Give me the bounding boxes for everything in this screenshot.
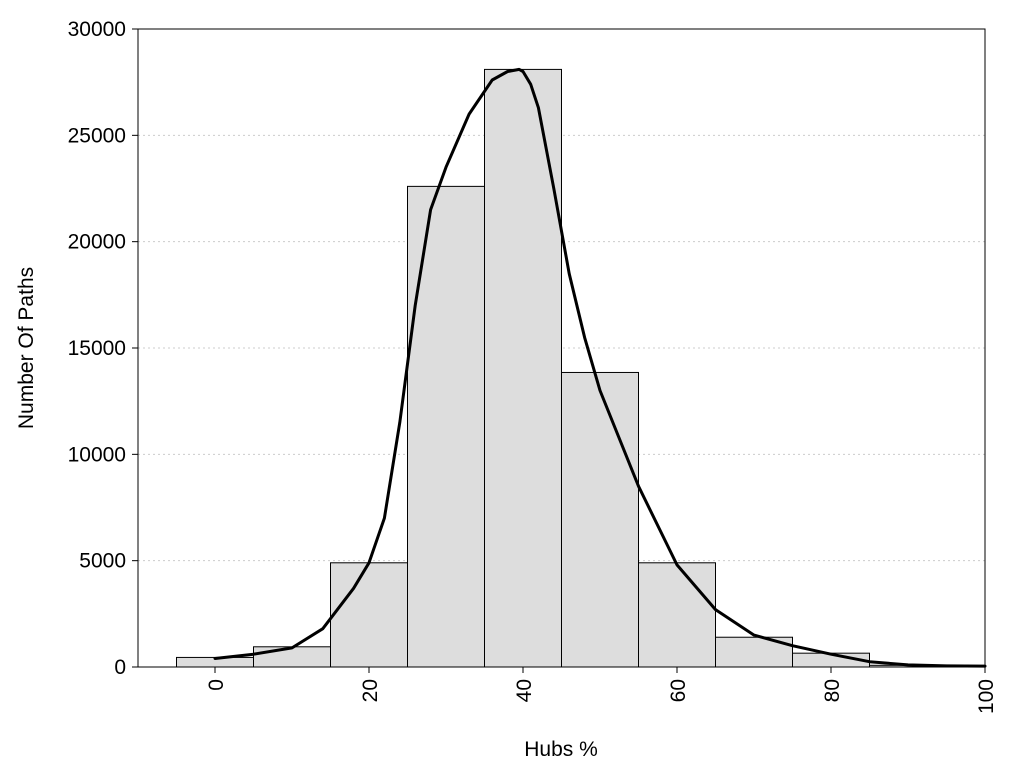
gridlines <box>138 134 985 562</box>
histogram-bar <box>561 371 639 668</box>
y-tick-label: 0 <box>114 656 126 679</box>
y-tick-label: 15000 <box>68 337 126 360</box>
histogram-bar <box>638 562 716 668</box>
x-tick-label: 20 <box>359 679 382 702</box>
histogram-bars <box>176 68 947 668</box>
x-tick-label: 40 <box>513 679 536 702</box>
y-tick-label: 25000 <box>68 124 126 147</box>
y-tick-label: 30000 <box>68 18 126 41</box>
x-axis-ticks: 0 20 40 60 80 100 <box>205 667 998 714</box>
x-tick-label: 100 <box>975 679 998 714</box>
y-tick-label: 20000 <box>68 231 126 254</box>
histogram-bar <box>253 646 331 668</box>
x-tick-label: 0 <box>205 679 228 691</box>
histogram-bar <box>407 185 485 668</box>
y-tick-label: 10000 <box>68 443 126 466</box>
y-axis-ticks: 0 5000 10000 15000 20000 25000 30000 <box>68 18 138 679</box>
density-curve-layer <box>213 67 987 668</box>
x-tick-label: 80 <box>821 679 844 702</box>
density-curve <box>213 67 987 668</box>
y-tick-label: 5000 <box>79 550 126 573</box>
x-tick-label: 60 <box>667 679 690 702</box>
y-axis-title: Number Of Paths <box>15 267 38 429</box>
histogram-bar <box>330 562 408 668</box>
histogram-bar <box>484 68 562 668</box>
x-axis-title: Hubs % <box>524 738 598 761</box>
